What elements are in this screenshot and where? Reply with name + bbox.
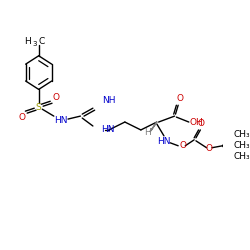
Text: O: O: [179, 141, 186, 150]
Text: H: H: [144, 128, 151, 138]
Text: HN: HN: [157, 137, 171, 146]
Polygon shape: [150, 122, 157, 132]
Text: CH₃: CH₃: [233, 130, 250, 140]
Text: HN: HN: [54, 116, 68, 124]
Text: 3: 3: [32, 41, 36, 47]
Text: O: O: [198, 118, 205, 128]
Text: H: H: [24, 38, 31, 46]
Text: NH: NH: [102, 96, 115, 105]
Text: C: C: [39, 38, 45, 46]
Text: O: O: [206, 144, 213, 153]
Text: O: O: [176, 94, 184, 103]
Text: HN: HN: [101, 126, 114, 134]
Text: O: O: [18, 112, 25, 122]
Text: CH₃: CH₃: [233, 152, 250, 161]
Text: CH₃: CH₃: [233, 141, 250, 150]
Text: S: S: [36, 103, 42, 112]
Text: OH: OH: [189, 118, 203, 126]
Text: O: O: [52, 93, 59, 102]
